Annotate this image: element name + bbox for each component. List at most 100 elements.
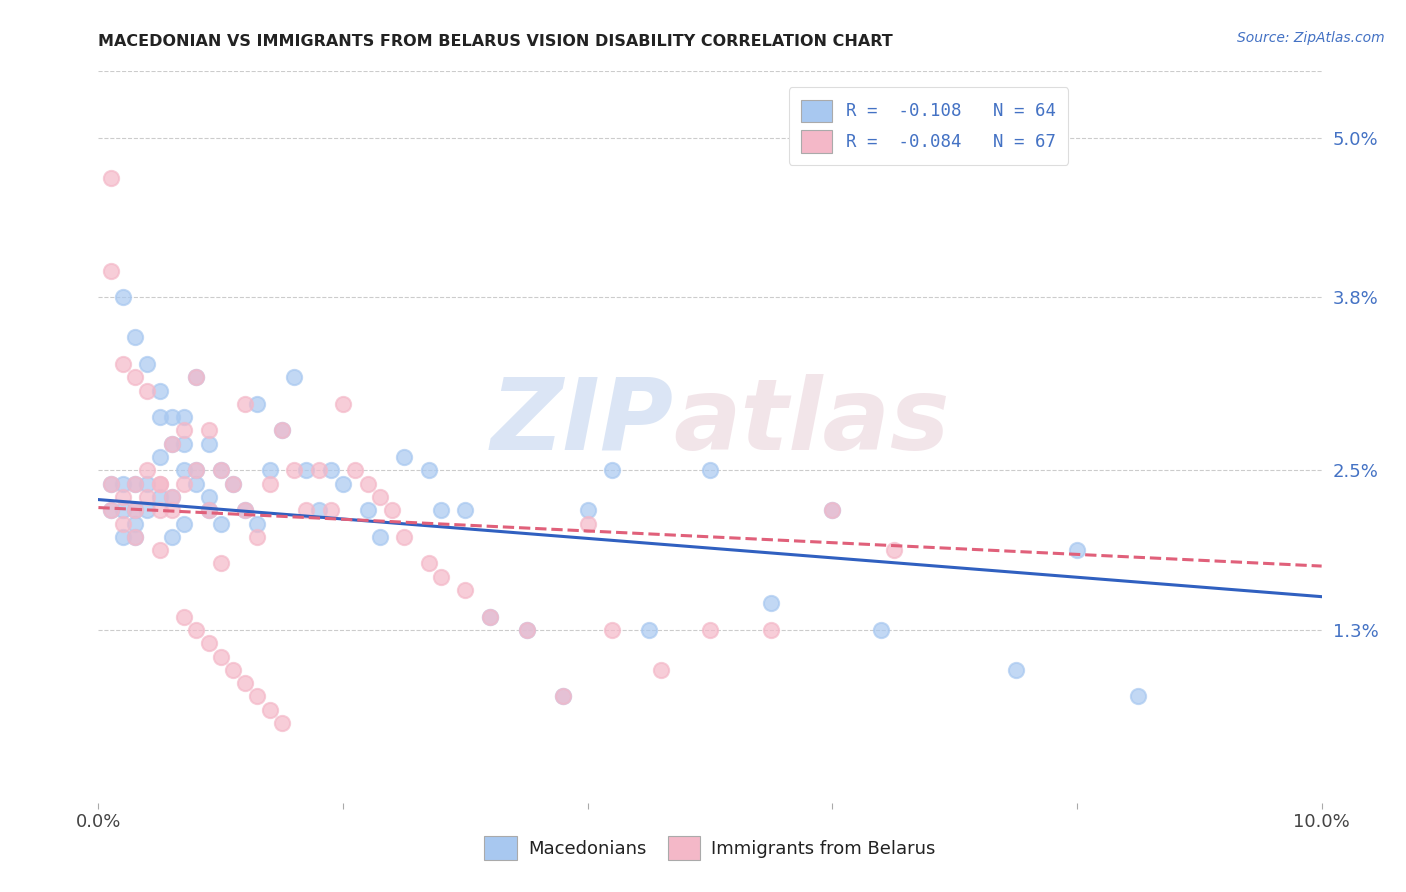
Point — [124, 530, 146, 544]
Point — [124, 330, 146, 344]
Point — [124, 370, 146, 384]
Point — [111, 476, 134, 491]
Point — [197, 503, 219, 517]
Point — [124, 530, 146, 544]
Point — [100, 503, 122, 517]
Point — [270, 424, 292, 438]
Point — [600, 463, 623, 477]
Point — [553, 690, 575, 704]
Point — [111, 503, 134, 517]
Point — [259, 476, 281, 491]
Point — [319, 463, 342, 477]
Point — [600, 623, 623, 637]
Point — [1066, 543, 1088, 558]
Text: Source: ZipAtlas.com: Source: ZipAtlas.com — [1237, 31, 1385, 45]
Point — [111, 530, 134, 544]
Point — [149, 450, 172, 464]
Point — [186, 463, 208, 477]
Point — [149, 490, 172, 504]
Point — [478, 609, 501, 624]
Point — [699, 463, 721, 477]
Point — [368, 530, 391, 544]
Point — [160, 530, 183, 544]
Point — [209, 463, 232, 477]
Point — [173, 436, 195, 450]
Point — [233, 503, 256, 517]
Point — [100, 170, 122, 185]
Point — [259, 463, 281, 477]
Point — [246, 397, 269, 411]
Point — [100, 476, 122, 491]
Point — [160, 410, 183, 425]
Point — [124, 476, 146, 491]
Point — [516, 623, 538, 637]
Point — [149, 410, 172, 425]
Point — [209, 557, 232, 571]
Point — [295, 463, 318, 477]
Point — [136, 490, 159, 504]
Point — [136, 384, 159, 398]
Point — [270, 424, 292, 438]
Point — [186, 463, 208, 477]
Point — [209, 649, 232, 664]
Point — [209, 516, 232, 531]
Point — [111, 357, 134, 371]
Point — [173, 424, 195, 438]
Point — [283, 463, 305, 477]
Point — [100, 503, 122, 517]
Point — [308, 503, 330, 517]
Point — [136, 463, 159, 477]
Point — [418, 557, 440, 571]
Point — [149, 384, 172, 398]
Point — [186, 623, 208, 637]
Point — [111, 516, 134, 531]
Point — [186, 476, 208, 491]
Point — [111, 490, 134, 504]
Point — [173, 476, 195, 491]
Point — [516, 623, 538, 637]
Point — [381, 503, 404, 517]
Point — [759, 596, 782, 610]
Point — [295, 503, 318, 517]
Point — [160, 436, 183, 450]
Point — [699, 623, 721, 637]
Point — [430, 570, 453, 584]
Point — [430, 503, 453, 517]
Point — [319, 503, 342, 517]
Point — [332, 397, 354, 411]
Point — [149, 476, 172, 491]
Point — [418, 463, 440, 477]
Text: ZIP: ZIP — [491, 374, 673, 471]
Point — [392, 530, 416, 544]
Point — [173, 516, 195, 531]
Point — [883, 543, 905, 558]
Point — [392, 450, 416, 464]
Point — [576, 503, 599, 517]
Point — [233, 397, 256, 411]
Point — [160, 436, 183, 450]
Point — [100, 264, 122, 278]
Point — [197, 636, 219, 650]
Point — [576, 516, 599, 531]
Point — [124, 516, 146, 531]
Point — [233, 676, 256, 690]
Point — [173, 609, 195, 624]
Point — [478, 609, 501, 624]
Point — [368, 490, 391, 504]
Point — [197, 424, 219, 438]
Point — [222, 663, 245, 677]
Point — [454, 503, 477, 517]
Point — [270, 716, 292, 731]
Point — [1128, 690, 1150, 704]
Point — [553, 690, 575, 704]
Point — [870, 623, 893, 637]
Point — [186, 370, 208, 384]
Point — [149, 503, 172, 517]
Point — [136, 503, 159, 517]
Point — [650, 663, 672, 677]
Point — [209, 463, 232, 477]
Point — [173, 463, 195, 477]
Point — [246, 516, 269, 531]
Point — [356, 503, 378, 517]
Point — [197, 503, 219, 517]
